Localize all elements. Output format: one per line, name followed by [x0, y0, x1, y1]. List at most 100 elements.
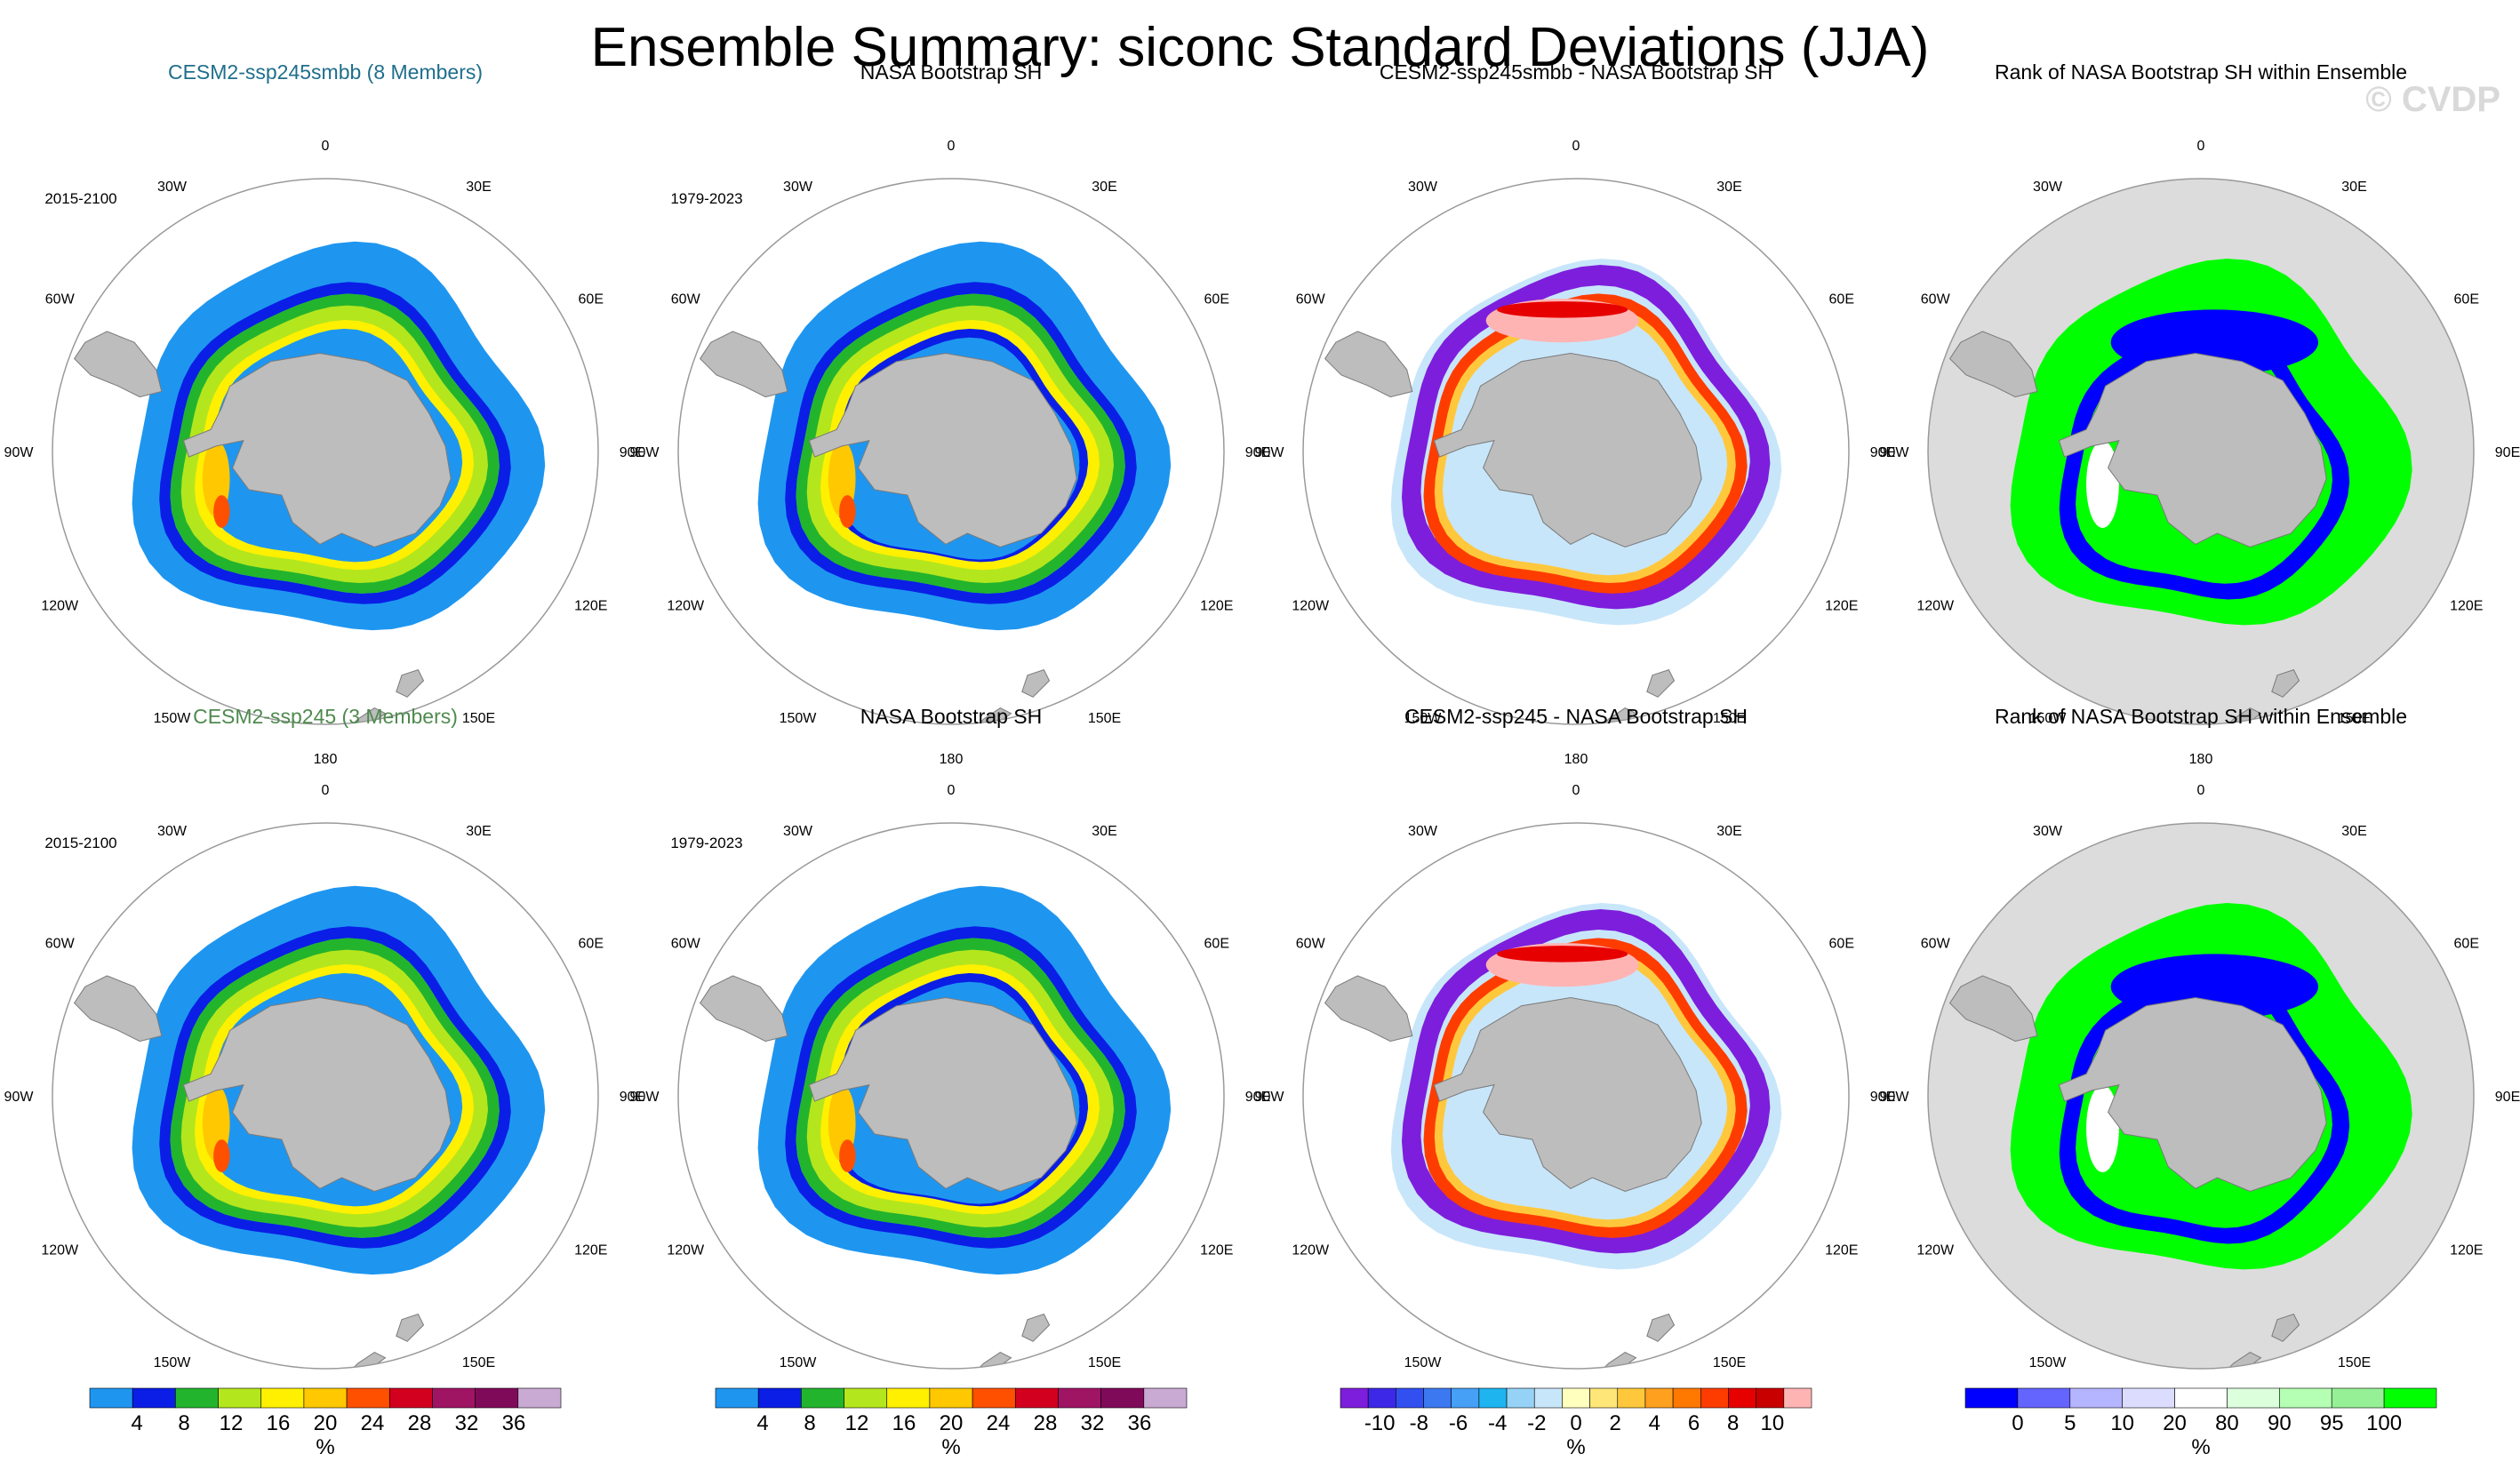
colorbar-tick-label: 90	[2268, 1411, 2292, 1435]
colorbar-tick-label: 24	[987, 1411, 1011, 1435]
longitude-label: 60W	[671, 937, 701, 952]
colorbar-swatch	[1533, 1387, 1563, 1409]
colorbar-swatch	[2174, 1387, 2228, 1409]
new-zealand-land	[2271, 1313, 2300, 1342]
colorbar-unit-label: %	[316, 1435, 334, 1459]
panel-title: Rank of NASA Bootstrap SH within Ensembl…	[1995, 60, 2407, 84]
colorbar-tick-label: 80	[2215, 1411, 2239, 1435]
colorbar-tick-label: -4	[1488, 1411, 1507, 1435]
panel-title: CESM2-ssp245 - NASA Bootstrap SH	[1404, 705, 1748, 728]
colorbar-tick-label: 36	[502, 1411, 526, 1435]
south-america-land	[1948, 331, 2038, 398]
longitude-label: 30W	[157, 180, 188, 195]
colorbar-tick-label: 10	[1760, 1411, 1784, 1435]
map-boundary-circle	[1927, 178, 2475, 725]
field-hotspot	[1496, 946, 1628, 963]
longitude-label: 120W	[667, 1243, 705, 1258]
longitude-label: 30E	[1092, 180, 1116, 195]
colorbar-tick-label: 4	[1649, 1411, 1660, 1435]
south-america-land	[1324, 331, 1413, 398]
longitude-label: 30W	[2033, 180, 2063, 195]
south-america-land	[699, 975, 788, 1043]
field-hotspot	[213, 495, 230, 528]
longitude-label: 90E	[620, 1090, 644, 1105]
longitude-label: 90W	[630, 1090, 660, 1105]
colorbar-swatch	[1367, 1387, 1396, 1409]
longitude-label: 30E	[1716, 824, 1741, 839]
longitude-label: 150E	[462, 1355, 495, 1370]
antarctica-land	[1433, 352, 1702, 548]
longitude-label: 120E	[2450, 1243, 2483, 1258]
colorbar-swatch	[432, 1387, 476, 1409]
longitude-label: 30E	[466, 824, 491, 839]
cvdp-watermark: © CVDP	[2365, 80, 2500, 119]
longitude-label: 0	[322, 139, 330, 154]
colorbar-swatch	[2383, 1387, 2437, 1409]
longitude-label: 150W	[154, 1355, 192, 1370]
colorbar-unit-label: %	[941, 1435, 960, 1459]
colorbar-unit-label: %	[1566, 1435, 1585, 1459]
new-zealand-land	[1646, 1313, 1676, 1342]
colorbar-tick-label: 8	[804, 1411, 815, 1435]
colorbar-swatch	[1644, 1387, 1674, 1409]
colorbar-tick-label: 10	[2110, 1411, 2134, 1435]
longitude-label: 90W	[4, 1090, 35, 1105]
colorbar-swatch	[1672, 1387, 1701, 1409]
colorbar-tick-label: -2	[1527, 1411, 1546, 1435]
longitude-label: 150W	[1404, 1355, 1443, 1370]
longitude-label: 60W	[1921, 937, 1951, 952]
longitude-label: 0	[322, 783, 330, 798]
longitude-label: 60W	[1296, 292, 1326, 308]
longitude-label: 180	[1564, 752, 1588, 767]
longitude-label: 0	[948, 139, 956, 154]
colorbar-swatch	[1143, 1387, 1188, 1409]
south-america-land	[73, 331, 163, 398]
colorbar-tick-label: 28	[1034, 1411, 1058, 1435]
longitude-label: 0	[1572, 139, 1580, 154]
longitude-label: 60W	[671, 292, 701, 308]
panel-title: CESM2-ssp245smbb (8 Members)	[168, 60, 483, 84]
map-field	[52, 179, 598, 724]
map-boundary-circle	[1927, 822, 2475, 1370]
longitude-label: 120E	[1200, 599, 1233, 614]
field-hotspot	[839, 495, 856, 528]
longitude-label: 90E	[620, 445, 644, 460]
colorbar-tick-label: 2	[1609, 1411, 1620, 1435]
colorbar-swatch	[89, 1387, 133, 1409]
colorbar-swatch	[929, 1387, 973, 1409]
colorbar-swatch	[2069, 1387, 2123, 1409]
longitude-label: 60E	[579, 937, 604, 952]
longitude-label: 180	[2189, 752, 2213, 767]
panel-title: NASA Bootstrap SH	[860, 705, 1043, 728]
longitude-label: 120E	[1825, 599, 1858, 614]
longitude-label: 120W	[1916, 1243, 1955, 1258]
colorbar-tick-label: 100	[2366, 1411, 2402, 1435]
colorbar-tick-label: 20	[2163, 1411, 2187, 1435]
longitude-label: 60E	[1829, 292, 1854, 308]
colorbar-swatch	[1506, 1387, 1535, 1409]
colorbar-tick-label: 8	[178, 1411, 189, 1435]
colorbar-tick-label: 8	[1727, 1411, 1739, 1435]
longitude-label: 120W	[1292, 599, 1330, 614]
colorbar-swatch	[2122, 1387, 2175, 1409]
longitude-label: 60E	[1204, 937, 1229, 952]
colorbar-swatch	[886, 1387, 931, 1409]
colorbar-swatch	[346, 1387, 390, 1409]
colorbar-tick-label: 20	[314, 1411, 338, 1435]
longitude-label: 90E	[2495, 445, 2520, 460]
longitude-label: 90W	[1880, 445, 1910, 460]
colorbar-swatch	[757, 1387, 802, 1409]
longitude-label: 90W	[1255, 445, 1285, 460]
longitude-label: 120W	[41, 1243, 79, 1258]
colorbar-swatch	[303, 1387, 348, 1409]
period-label: 1979-2023	[670, 190, 742, 207]
colorbar-swatch	[1396, 1387, 1424, 1409]
longitude-label: 150W	[2029, 1355, 2068, 1370]
colorbar-swatch	[1100, 1387, 1145, 1409]
longitude-label: 150E	[1713, 1355, 1746, 1370]
colorbar-1: 4 8 12 16 20 24 28 32 36%	[89, 1387, 562, 1459]
longitude-label: 180	[940, 752, 964, 767]
longitude-label: 120E	[574, 599, 607, 614]
map-field	[678, 179, 1224, 724]
